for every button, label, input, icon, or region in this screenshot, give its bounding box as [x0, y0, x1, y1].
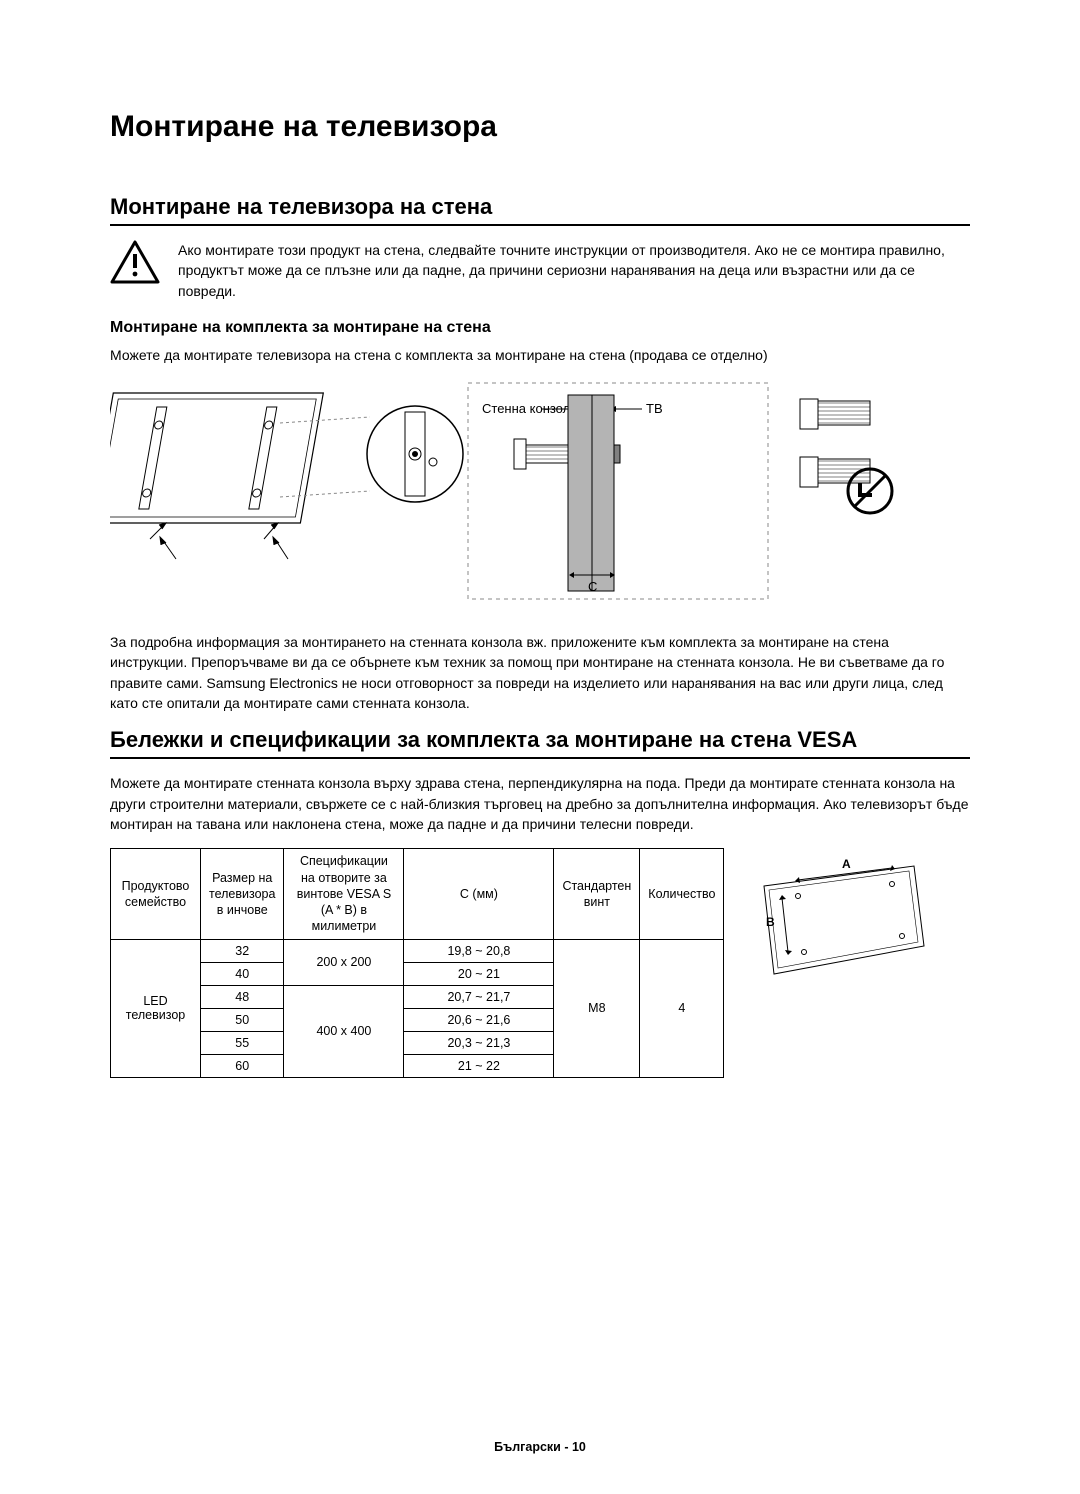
diagram-label-c: C: [588, 579, 597, 594]
cell-c: 21 ~ 22: [404, 1054, 554, 1077]
cell-c: 20 ~ 21: [404, 962, 554, 985]
cell-size: 32: [201, 939, 284, 962]
after-diagram-paragraph: За подробна информация за монтирането на…: [110, 632, 970, 713]
cell-c: 20,6 ~ 21,6: [404, 1008, 554, 1031]
warning-icon: [110, 240, 160, 284]
cell-size: 60: [201, 1054, 284, 1077]
cell-screw: M8: [554, 939, 640, 1077]
vesa-table: Продуктово семейство Размер на телевизор…: [110, 848, 724, 1077]
warning-block: Ако монтирате този продукт на стена, сле…: [110, 240, 970, 301]
cell-size: 40: [201, 962, 284, 985]
mount-kit-text: Можете да монтирате телевизора на стена …: [110, 345, 970, 365]
cell-c: 20,7 ~ 21,7: [404, 985, 554, 1008]
cell-c: 20,3 ~ 21,3: [404, 1031, 554, 1054]
page-title: Монтиране на телевизора: [110, 110, 970, 144]
th-size: Размер на телевизора в инчове: [201, 849, 284, 939]
page-footer: Български - 10: [0, 1440, 1080, 1454]
vesa-intro: Можете да монтирате стенната конзола вър…: [110, 773, 970, 834]
mount-diagram: Стенна конзола ТВ C: [110, 379, 970, 609]
warning-text: Ако монтирате този продукт на стена, сле…: [178, 240, 970, 301]
cell-size: 55: [201, 1031, 284, 1054]
th-family: Продуктово семейство: [111, 849, 201, 939]
table-header-row: Продуктово семейство Размер на телевизор…: [111, 849, 724, 939]
diagram-label-b: B: [766, 915, 775, 929]
cell-c: 19,8 ~ 20,8: [404, 939, 554, 962]
cell-qty: 4: [640, 939, 724, 1077]
diagram-label-tv: ТВ: [646, 401, 663, 416]
th-c: C (мм): [404, 849, 554, 939]
table-row: LED телевизор 32 200 x 200 19,8 ~ 20,8 M…: [111, 939, 724, 962]
cell-size: 50: [201, 1008, 284, 1031]
mount-kit-heading: Монтиране на комплекта за монтиране на с…: [110, 319, 970, 337]
cell-vesa2: 400 x 400: [284, 985, 404, 1077]
th-qty: Количество: [640, 849, 724, 939]
th-screw: Стандартен винт: [554, 849, 640, 939]
th-vesa: Спецификации на отворите за винтове VESA…: [284, 849, 404, 939]
ab-panel-diagram: A B: [744, 848, 944, 988]
cell-size: 48: [201, 985, 284, 1008]
cell-vesa1: 200 x 200: [284, 939, 404, 985]
vesa-heading: Бележки и спецификации за комплекта за м…: [110, 727, 970, 759]
wall-mount-heading: Монтиране на телевизора на стена: [110, 194, 970, 226]
diagram-label-a: A: [842, 857, 851, 871]
cell-family: LED телевизор: [111, 939, 201, 1077]
